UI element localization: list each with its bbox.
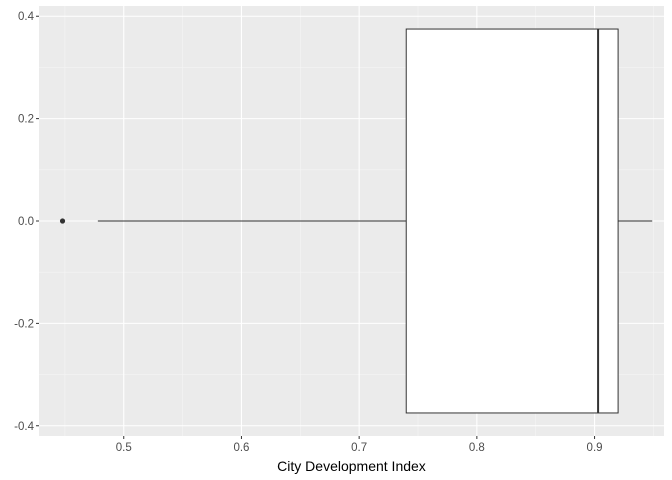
outlier-point — [59, 218, 66, 224]
y-tick-label: 0.4 — [18, 11, 35, 23]
x-axis: 0.5 0.6 0.7 0.8 0.9 — [116, 436, 603, 454]
x-tick-label: 0.5 — [116, 442, 132, 454]
box-group — [59, 28, 653, 414]
x-tick-label: 0.7 — [351, 442, 367, 454]
x-axis-title: City Development Index — [277, 458, 426, 474]
y-tick-label: -0.2 — [14, 318, 34, 330]
y-tick-label: -0.4 — [14, 421, 34, 433]
x-tick-label: 0.9 — [587, 442, 603, 454]
x-tick-label: 0.8 — [469, 442, 485, 454]
y-tick-label: 0.2 — [18, 114, 34, 126]
y-axis: 0.4 0.2 0.0 -0.2 -0.4 — [14, 11, 39, 433]
x-tick-label: 0.6 — [233, 442, 249, 454]
y-tick-label: 0.0 — [18, 216, 34, 228]
interquartile-box — [405, 28, 619, 414]
